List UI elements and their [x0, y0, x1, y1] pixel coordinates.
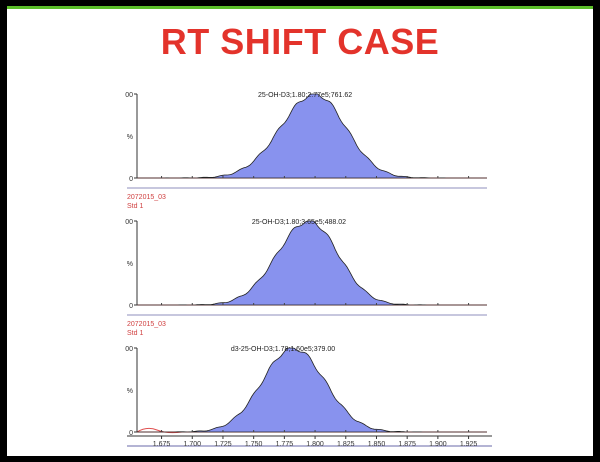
- slide-title: RT SHIFT CASE: [160, 21, 440, 62]
- sample-sublabel: Std 1: [127, 330, 143, 337]
- y-axis-percent-label: %: [127, 261, 133, 268]
- chromatogram-peak-2: [137, 220, 487, 306]
- sample-label: 2072015_03: [127, 321, 166, 328]
- x-tick-label: 1.800: [306, 441, 324, 448]
- x-tick-label: 1.850: [368, 441, 386, 448]
- x-tick-label: 1.775: [276, 441, 294, 448]
- chromatogram-peak-1: [137, 93, 487, 179]
- peak-annotation: 25-OH-D3;1.80;2.77e5;761.62: [258, 92, 352, 99]
- y-tick-label-top: 00: [125, 92, 133, 99]
- x-tick-label: 1.675: [153, 441, 171, 448]
- x-tick-label: 1.700: [183, 441, 201, 448]
- x-tick-label: 1.825: [337, 441, 355, 448]
- x-tick-label: 1.925: [460, 441, 478, 448]
- chromatogram-stack: 00% 0 25-OH-D3;1.80;2.77e5;761.62 00% 0 25-OH…: [125, 92, 492, 448]
- chart-baseline-noise: [136, 427, 183, 434]
- y-tick-label-top: 00: [125, 346, 133, 353]
- x-tick-label: 1.875: [398, 441, 416, 448]
- y-tick-label-bottom: 0: [129, 303, 133, 310]
- y-tick-label-bottom: 0: [129, 176, 133, 183]
- x-tick-label: 1.900: [429, 441, 447, 448]
- y-tick-label-top: 00: [125, 219, 133, 226]
- peak-annotation: 25-OH-D3;1.80;3.65e5;488.02: [252, 219, 346, 226]
- sample-sublabel: Std 1: [127, 203, 143, 210]
- y-axis-percent-label: %: [127, 388, 133, 395]
- peak-annotation: d3-25-OH-D3;1.78;1.60e5;379.00: [231, 346, 335, 353]
- slide: RT SHIFT CASE 00% 0 25-OH-D3;1.80;2.77e5;7…: [7, 6, 593, 456]
- y-tick-label-bottom: 0: [129, 430, 133, 437]
- y-axis-percent-label: %: [127, 134, 133, 141]
- x-tick-label: 1.725: [214, 441, 232, 448]
- x-tick-label: 1.750: [245, 441, 263, 448]
- sample-label: 2072015_03: [127, 194, 166, 201]
- slide-top-accent-line: [7, 6, 593, 9]
- chromatogram-peak-3: [137, 347, 487, 433]
